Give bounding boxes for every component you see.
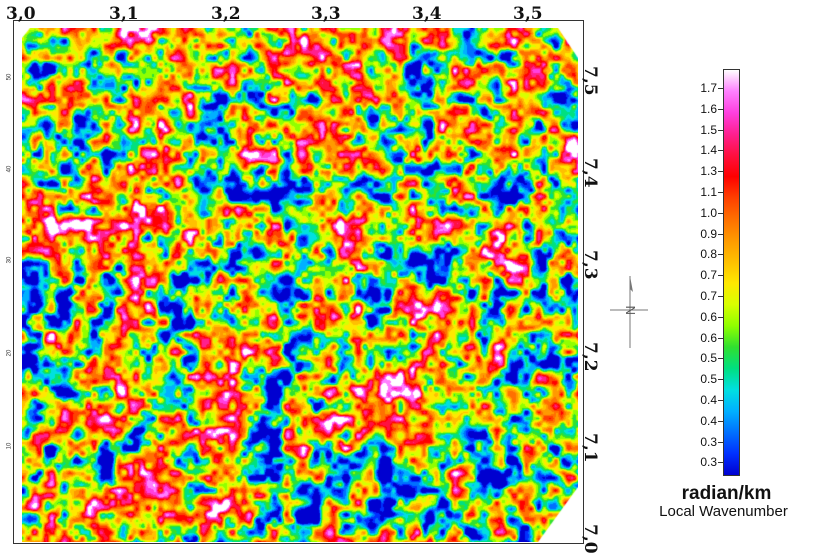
colorbar-tick xyxy=(718,192,723,193)
right-axis-label: 7,0 xyxy=(580,524,600,554)
colorbar-tick-label: 0.7 xyxy=(700,289,717,303)
colorbar-tick-label: 1.7 xyxy=(700,81,717,95)
colorbar-tick xyxy=(718,316,723,318)
colorbar-tick xyxy=(718,441,723,443)
colorbar-tick-label: 1.1 xyxy=(700,185,717,199)
colorbar-tick xyxy=(718,275,723,277)
north-arrow-icon: N xyxy=(610,276,648,348)
colorbar-tick xyxy=(718,254,723,256)
colorbar-tick-label: 0.4 xyxy=(700,413,717,428)
colorbar-tick-label: 0.5 xyxy=(700,351,717,366)
top-axis-label: 3,5 xyxy=(513,4,543,24)
left-axis-label: 20 xyxy=(6,349,13,357)
colorbar-tick-label: 0.5 xyxy=(700,372,717,387)
colorbar-tick xyxy=(718,400,723,401)
right-axis-label: 7,3 xyxy=(580,250,600,280)
top-axis-label: 3,2 xyxy=(211,4,241,24)
colorbar-tick-label: 0.4 xyxy=(700,393,717,407)
colorbar-tick-label: 1.4 xyxy=(700,143,717,158)
colorbar-tick xyxy=(718,379,723,381)
colorbar-tick-label: 0.7 xyxy=(700,268,717,283)
colorbar-tick-label: 0.3 xyxy=(700,455,717,470)
wavenumber-map[interactable] xyxy=(22,28,578,542)
colorbar-tick xyxy=(718,88,723,89)
colorbar-tick-label: 0.8 xyxy=(700,247,717,262)
left-axis-label: 40 xyxy=(6,165,13,173)
colorbar-tick xyxy=(718,233,723,235)
colorbar-tick xyxy=(718,358,723,360)
legend-unit: radian/km xyxy=(681,483,772,504)
colorbar-tick xyxy=(718,337,723,339)
left-axis-label: 10 xyxy=(6,442,13,450)
colorbar-tick-label: 1.5 xyxy=(700,122,717,137)
colorbar-tick xyxy=(718,129,723,131)
colorbar-tick xyxy=(718,108,723,110)
right-axis-label: 7,5 xyxy=(580,66,600,96)
top-axis-label: 3,4 xyxy=(412,4,442,24)
colorbar-tick-label: 0.6 xyxy=(700,330,717,345)
colorbar-tick-label: 0.9 xyxy=(700,226,717,241)
colorbar-tick-label: 1.3 xyxy=(700,164,717,179)
right-axis-label: 7,1 xyxy=(580,433,600,463)
colorbar-tick-label: 0.6 xyxy=(700,309,717,324)
svg-text:N: N xyxy=(623,306,638,315)
right-axis-label: 7,2 xyxy=(580,342,600,372)
colorbar-tick-label: 1.6 xyxy=(700,101,717,116)
colorbar-tick xyxy=(718,420,723,422)
top-axis-label: 3,3 xyxy=(311,4,341,24)
left-axis-label: 50 xyxy=(6,73,13,81)
colorbar-tick xyxy=(718,462,723,464)
colorbar-tick xyxy=(718,296,723,297)
colorbar-tick-label: 1.0 xyxy=(700,205,717,220)
legend-title: Local Wavenumber xyxy=(659,503,788,520)
colorbar-tick-label: 0.3 xyxy=(700,434,717,449)
left-axis-label: 30 xyxy=(6,256,13,264)
top-axis-label: 3,1 xyxy=(109,4,139,24)
colorbar-tick xyxy=(718,171,723,173)
right-axis-label: 7,4 xyxy=(580,158,600,188)
colorbar-tick xyxy=(718,150,723,152)
colorbar-tick xyxy=(718,212,723,214)
colorbar xyxy=(723,69,740,476)
top-axis-label: 3,0 xyxy=(6,4,36,24)
